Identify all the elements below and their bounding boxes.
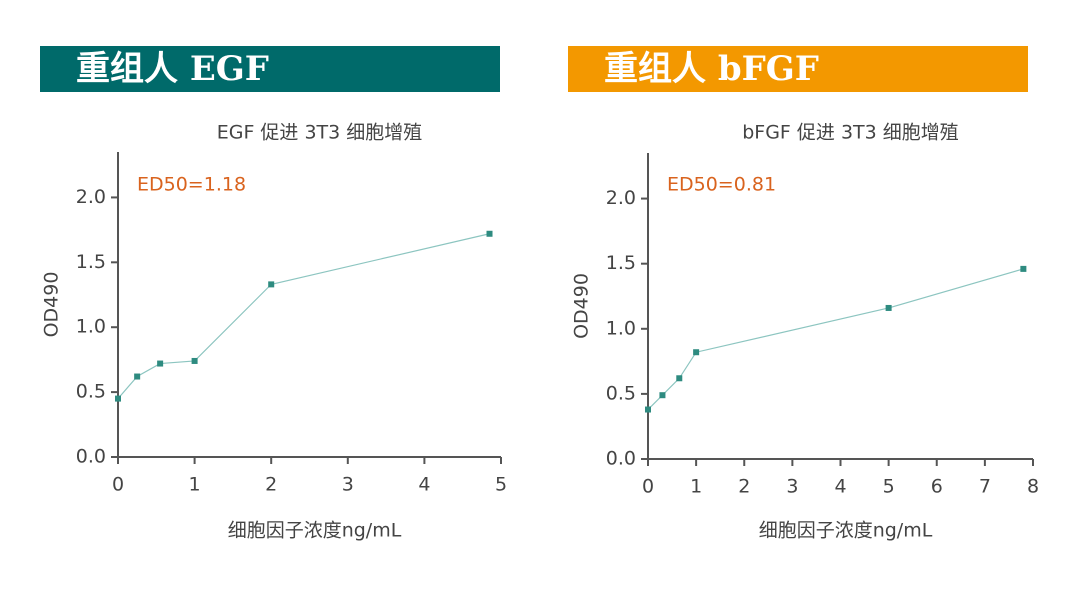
data-point xyxy=(645,406,651,413)
data-point xyxy=(676,375,683,382)
y-tick-label: 1.0 xyxy=(76,316,106,338)
y-axis-label: OD490 xyxy=(41,272,63,338)
data-line xyxy=(117,233,490,399)
data-point xyxy=(659,392,666,399)
x-tick-label: 1 xyxy=(690,476,702,498)
banner-text: 重组人 EGF xyxy=(76,49,269,89)
data-point xyxy=(191,357,198,364)
x-tick-label: 3 xyxy=(342,474,354,496)
y-tick-label: 2.0 xyxy=(606,187,636,209)
chart-title: EGF 促进 3T3 细胞增殖 xyxy=(217,122,423,144)
x-tick-label: 8 xyxy=(1027,476,1039,498)
data-point xyxy=(885,304,892,311)
y-tick-label: 0.0 xyxy=(606,448,636,470)
banner xyxy=(568,46,1028,92)
y-tick-label: 1.5 xyxy=(606,252,636,274)
x-tick-label: 4 xyxy=(418,474,430,496)
x-axis-label: 细胞因子浓度ng/mL xyxy=(759,520,933,542)
y-tick-label: 2.0 xyxy=(76,186,106,208)
x-tick-label: 2 xyxy=(265,474,277,496)
y-tick-label: 1.5 xyxy=(76,251,106,273)
y-tick-label: 0.5 xyxy=(76,381,106,403)
x-tick-label: 4 xyxy=(834,476,846,498)
y-tick-label: 0.0 xyxy=(76,446,106,468)
data-point xyxy=(134,373,141,380)
annotation: ED50=0.81 xyxy=(667,174,776,196)
x-tick-label: 7 xyxy=(979,476,991,498)
y-tick-label: 1.0 xyxy=(606,317,636,339)
data-point xyxy=(693,349,700,356)
banner-text: 重组人 bFGF xyxy=(604,49,819,89)
data-line xyxy=(647,268,1024,410)
x-tick-label: 3 xyxy=(786,476,798,498)
x-tick-label: 2 xyxy=(738,476,750,498)
x-tick-label: 0 xyxy=(642,476,654,498)
x-axis-label: 细胞因子浓度ng/mL xyxy=(228,520,402,542)
chart-title: bFGF 促进 3T3 细胞增殖 xyxy=(742,122,959,144)
data-point xyxy=(268,281,275,288)
data-point xyxy=(1020,265,1027,272)
y-axis-label: OD490 xyxy=(571,273,593,339)
x-tick-label: 5 xyxy=(495,474,507,496)
x-tick-label: 0 xyxy=(112,474,124,496)
y-tick-label: 0.5 xyxy=(606,382,636,404)
x-tick-label: 1 xyxy=(189,474,201,496)
annotation: ED50=1.18 xyxy=(137,174,246,196)
banner xyxy=(40,46,500,92)
data-point xyxy=(157,360,164,367)
data-point xyxy=(115,395,121,402)
x-tick-label: 6 xyxy=(931,476,943,498)
x-tick-label: 5 xyxy=(883,476,895,498)
data-point xyxy=(486,230,493,237)
